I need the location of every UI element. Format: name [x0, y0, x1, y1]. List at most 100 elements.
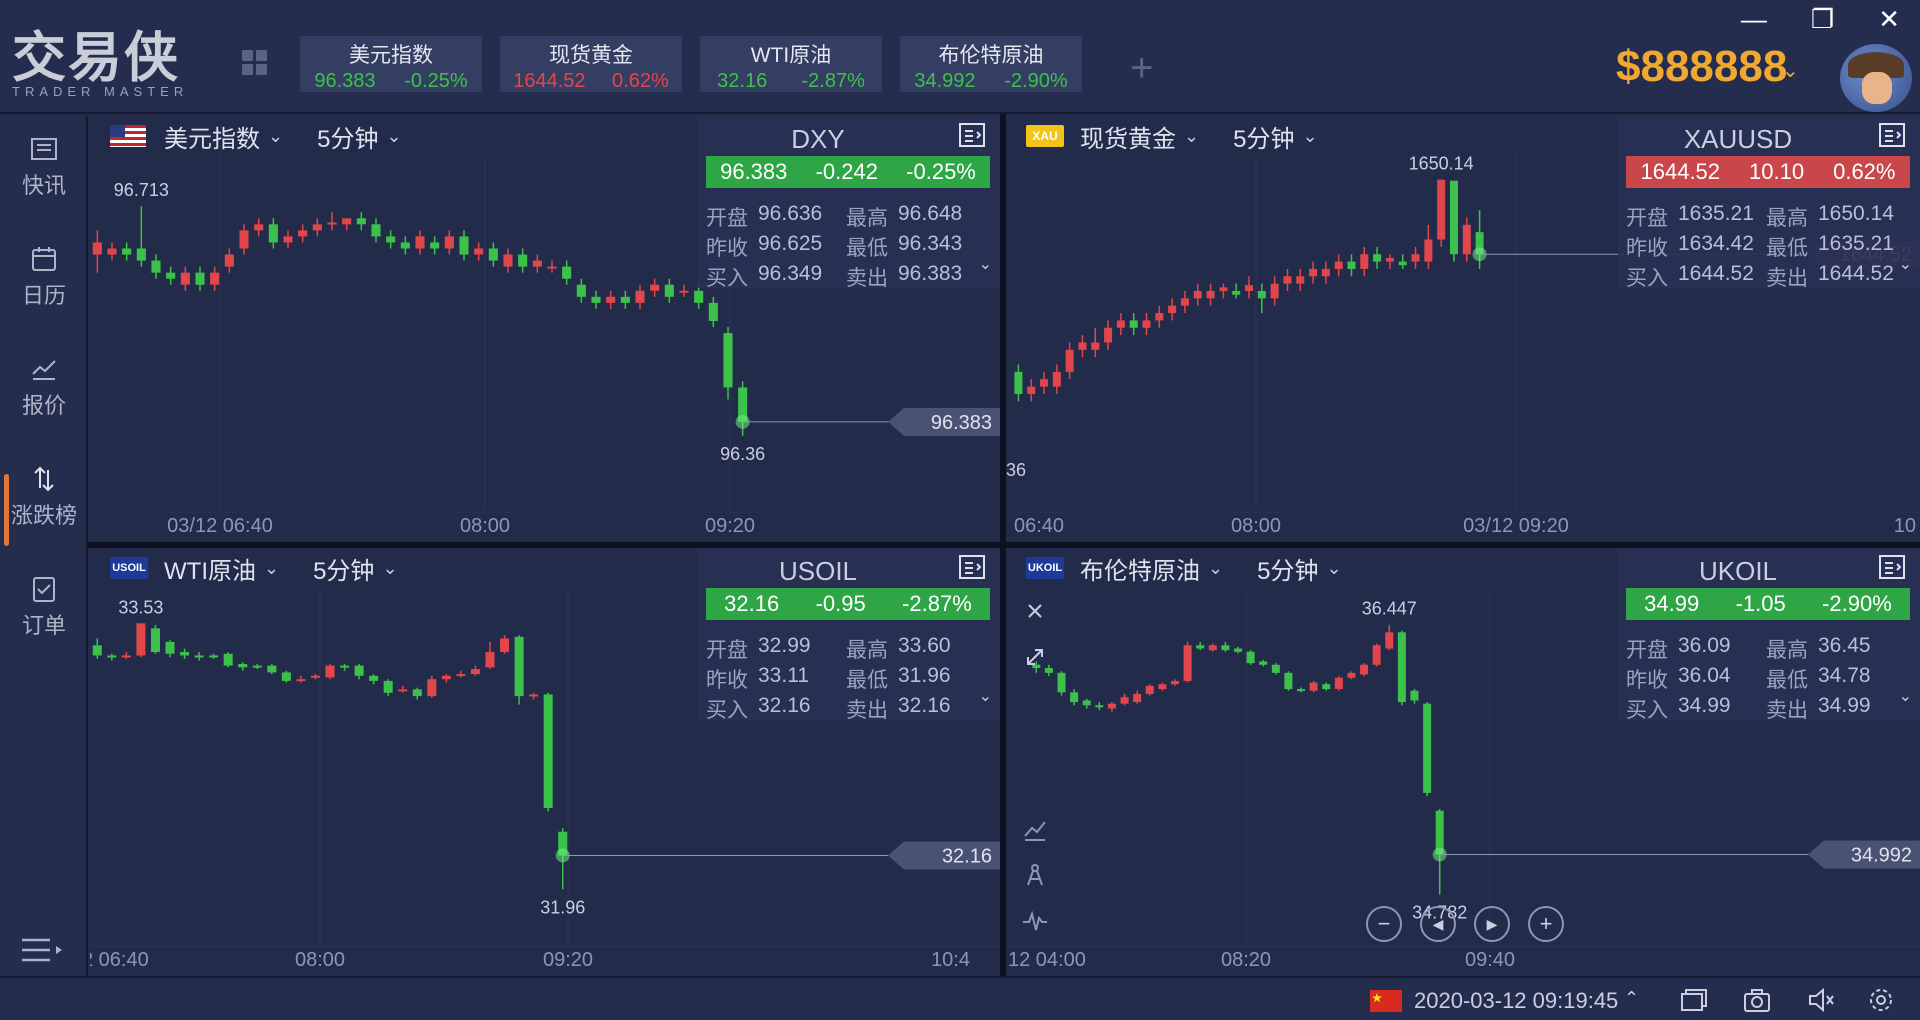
- avatar[interactable]: [1840, 44, 1912, 112]
- candle-body: [694, 290, 704, 303]
- high-label: 最高: [846, 207, 888, 230]
- drawing-tool-icon[interactable]: [1020, 860, 1050, 890]
- open-value: 1635.21: [1678, 202, 1754, 225]
- indicator-icon[interactable]: [1020, 814, 1050, 844]
- chevron-down-icon[interactable]: ⌄: [1326, 557, 1342, 578]
- chart-navigation: − ◀ ▶ +: [1366, 906, 1564, 942]
- quote-menu-icon[interactable]: [1878, 554, 1906, 580]
- candle-body: [1052, 371, 1061, 387]
- candle-body: [1437, 179, 1446, 240]
- chart-panel-ukoil[interactable]: 34.992 36.447 34.782 12 04:00 08:20 09:40 UKO…: [1006, 548, 1920, 976]
- candle-body: [166, 272, 176, 279]
- period-select[interactable]: 5分钟: [317, 125, 379, 153]
- chevron-down-icon[interactable]: ⌄: [1898, 688, 1912, 705]
- zoom-in-button[interactable]: +: [1528, 906, 1564, 942]
- candle-body: [298, 230, 308, 237]
- close-icon[interactable]: ✕: [1878, 4, 1900, 34]
- period-select[interactable]: 5分钟: [313, 557, 375, 585]
- period-select[interactable]: 5分钟: [1257, 557, 1319, 585]
- chevron-up-icon[interactable]: ⌃: [1624, 988, 1640, 1008]
- chevron-down-icon[interactable]: ⌄: [978, 256, 992, 273]
- menu-toggle-icon[interactable]: [20, 936, 66, 966]
- sidebar-item-news[interactable]: 快讯: [0, 134, 88, 226]
- low-label: 最低: [1766, 237, 1808, 260]
- chevron-down-icon[interactable]: ⌄: [386, 125, 402, 146]
- chevron-down-icon[interactable]: ⌄: [1898, 256, 1912, 273]
- settings-icon[interactable]: [1866, 986, 1896, 1014]
- candlestick-chart[interactable]: 96.383 96.713 96.36 03/12 06:40 08:00 09:20: [90, 116, 1000, 542]
- scroll-end-button[interactable]: ▶: [1474, 906, 1510, 942]
- instrument-select[interactable]: 布伦特原油: [1080, 557, 1200, 585]
- candlestick-chart[interactable]: 32.16 33.53 31.96 2 06:40 08:00 09:20 10:4: [90, 548, 1000, 976]
- top-bar: 交易侠 TRADER MASTER 美元指数 96.383 -0.25% 现货黄金…: [0, 0, 1920, 114]
- sidebar-item-quotes[interactable]: 报价: [0, 354, 88, 446]
- close-icon[interactable]: [1020, 596, 1050, 626]
- x-tick-label: 08:00: [1231, 515, 1281, 537]
- instrument-select[interactable]: WTI原油: [164, 557, 256, 585]
- candle-body: [1475, 232, 1484, 255]
- layout-grid-icon[interactable]: [242, 50, 272, 80]
- candle-body: [371, 224, 381, 237]
- ticker-tab[interactable]: 美元指数 96.383 -0.25%: [300, 36, 482, 92]
- sidebar-item-orders[interactable]: 订单: [0, 574, 88, 666]
- candle-body: [1462, 224, 1471, 255]
- chevron-down-icon[interactable]: ⌄: [978, 688, 992, 705]
- pulse-icon[interactable]: [1020, 906, 1050, 936]
- chart-panel-dxy[interactable]: 96.383 96.713 96.36 03/12 06:40 08:00 09:20 美…: [90, 116, 1000, 542]
- chart-panel-usoil[interactable]: 32.16 33.53 31.96 2 06:40 08:00 09:20 10:4 USO…: [90, 548, 1000, 976]
- chevron-down-icon[interactable]: ⌄: [1184, 125, 1200, 146]
- prev-value: 96.625: [758, 232, 823, 255]
- chevron-down-icon[interactable]: ⌄: [1782, 60, 1799, 82]
- candle-body: [310, 675, 320, 678]
- candle-body: [194, 655, 204, 658]
- candle-body: [1158, 684, 1167, 690]
- candle-body: [369, 675, 379, 681]
- camera-icon[interactable]: [1742, 986, 1772, 1014]
- candle-body: [1065, 349, 1074, 372]
- instrument-select[interactable]: 现货黄金: [1080, 125, 1176, 153]
- panel-header: 美元指数 ⌄ 5分钟 ⌄: [90, 116, 436, 156]
- chevron-down-icon[interactable]: ⌄: [268, 125, 284, 146]
- logo-subtitle: TRADER MASTER: [12, 84, 189, 99]
- chevron-down-icon[interactable]: ⌄: [382, 557, 398, 578]
- candle-body: [92, 242, 102, 255]
- panel-divider-horizontal[interactable]: [88, 542, 1920, 548]
- zoom-out-button[interactable]: −: [1366, 906, 1402, 942]
- period-select[interactable]: 5分钟: [1233, 125, 1295, 153]
- candle-body: [1334, 261, 1343, 269]
- quote-menu-icon[interactable]: [958, 122, 986, 148]
- high-marker-label: 36.447: [1362, 599, 1417, 619]
- last-price: 34.99: [1644, 591, 1700, 616]
- news-icon: [31, 138, 57, 160]
- chevron-down-icon[interactable]: ⌄: [1302, 125, 1318, 146]
- expand-icon[interactable]: [1020, 642, 1050, 672]
- ticker-tab[interactable]: WTI原油 32.16 -2.87%: [700, 36, 882, 92]
- quote-menu-icon[interactable]: [1878, 122, 1906, 148]
- low-label: 最低: [846, 237, 888, 260]
- quote-menu-icon[interactable]: [958, 554, 986, 580]
- mute-icon[interactable]: [1806, 986, 1836, 1014]
- scroll-start-button[interactable]: ◀: [1420, 906, 1456, 942]
- add-ticker-icon[interactable]: +: [1130, 46, 1154, 90]
- window-layout-icon[interactable]: [1678, 986, 1708, 1014]
- candle-body: [1271, 664, 1280, 673]
- chevron-down-icon[interactable]: ⌄: [1208, 557, 1224, 578]
- minimize-icon[interactable]: —: [1740, 4, 1767, 34]
- candle-body: [1180, 298, 1189, 306]
- ticker-tab[interactable]: 现货黄金 1644.52 0.62%: [500, 36, 682, 92]
- candle-body: [165, 641, 175, 654]
- quote-row: 开盘 96.636 最高 96.648: [706, 202, 986, 232]
- ticker-tab[interactable]: 布伦特原油 34.992 -2.90%: [900, 36, 1082, 92]
- restore-icon[interactable]: ❐: [1810, 4, 1835, 34]
- candle-body: [635, 290, 645, 303]
- candle-body: [1155, 313, 1164, 321]
- quote-box: DXY 96.383 -0.242 -0.25% 开盘 96.636 最高 96.648 昨收 9…: [698, 116, 1000, 290]
- instrument-select[interactable]: 美元指数: [164, 125, 260, 153]
- chevron-down-icon[interactable]: ⌄: [263, 557, 280, 578]
- candle-body: [1360, 254, 1369, 269]
- account-balance[interactable]: $888888: [1616, 42, 1788, 91]
- sidebar-item-movers[interactable]: 涨跌榜: [0, 464, 88, 556]
- sidebar-item-calendar[interactable]: 日历: [0, 244, 88, 336]
- candle-body: [1120, 697, 1129, 704]
